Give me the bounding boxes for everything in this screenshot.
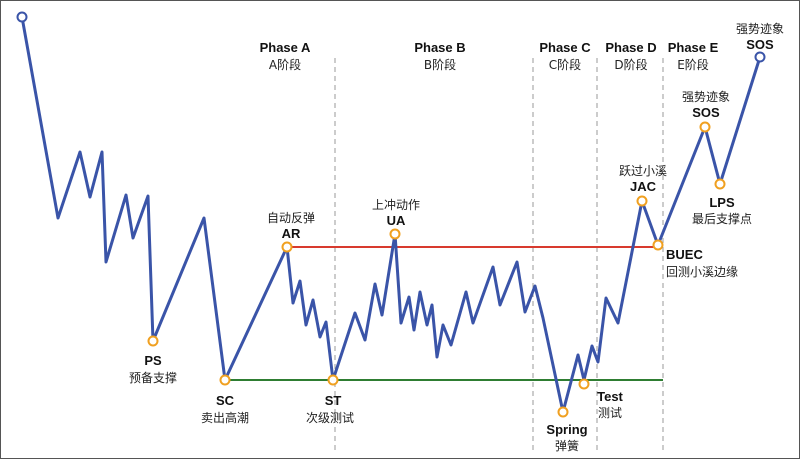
buec-marker [652, 239, 664, 251]
event-label-buec: BUEC 回测小溪边缘 [666, 247, 738, 279]
phase-subtitle: A阶段 [269, 57, 301, 72]
event-code: LPS [709, 195, 735, 210]
event-name: 预备支撑 [129, 370, 177, 385]
event-code: SC [216, 393, 235, 408]
ps-marker [147, 335, 159, 347]
phase-header-b: Phase B B阶段 [414, 40, 465, 72]
phase-header-d: Phase D D阶段 [605, 40, 656, 72]
event-code: Spring [546, 422, 587, 437]
event-name: 弹簧 [555, 438, 579, 453]
event-label-sos2: 强势迹象 SOS [736, 22, 784, 52]
phase-header-a: Phase A A阶段 [260, 40, 311, 72]
ua-marker [389, 228, 401, 240]
phase-title: Phase A [260, 40, 311, 55]
event-code: Test [597, 389, 623, 404]
event-label-jac: 跃过小溪 JAC [619, 164, 667, 194]
event-code: UA [387, 213, 406, 228]
phase-subtitle: B阶段 [424, 57, 456, 72]
event-code: SOS [746, 37, 774, 52]
price-line [20, 15, 762, 414]
event-name: 强势迹象 [736, 22, 784, 36]
phase-subtitle: E阶段 [677, 57, 709, 72]
ar-marker [281, 241, 293, 253]
event-code: SOS [692, 105, 720, 120]
event-name: 最后支撑点 [692, 211, 752, 226]
event-code: JAC [630, 179, 657, 194]
st-marker [327, 374, 339, 386]
event-label-ps: PS 预备支撑 [129, 353, 177, 385]
event-label-ar: 自动反弹 AR [267, 211, 315, 241]
spring-marker [557, 406, 569, 418]
event-label-st: ST 次级测试 [306, 393, 354, 425]
sc-marker [219, 374, 231, 386]
event-label-lps: LPS 最后支撑点 [692, 195, 752, 226]
event-label-spring: Spring 弹簧 [546, 422, 587, 453]
lps-marker [714, 178, 726, 190]
event-name: 测试 [598, 405, 622, 420]
event-name: 次级测试 [306, 410, 354, 425]
phase-title: Phase D [605, 40, 656, 55]
event-code: PS [144, 353, 162, 368]
event-label-test: Test 测试 [597, 389, 623, 420]
event-name: 自动反弹 [267, 211, 315, 225]
test-marker [578, 378, 590, 390]
phase-subtitle: D阶段 [614, 57, 647, 72]
event-code: ST [325, 393, 342, 408]
event-code: BUEC [666, 247, 703, 262]
event-markers [16, 11, 766, 418]
event-name: 卖出高潮 [201, 410, 249, 425]
event-label-ua: 上冲动作 UA [372, 197, 420, 228]
phase-header-c: Phase C C阶段 [539, 40, 591, 72]
event-name: 强势迹象 [682, 90, 730, 104]
event-name: 回测小溪边缘 [666, 265, 738, 279]
phase-title: Phase E [668, 40, 719, 55]
event-name: 上冲动作 [372, 197, 420, 212]
phase-subtitle: C阶段 [549, 57, 581, 72]
start-marker [16, 11, 28, 23]
jac-marker [636, 195, 648, 207]
phase-title: Phase B [414, 40, 465, 55]
phase-dividers [334, 58, 664, 452]
end-marker [754, 51, 766, 63]
event-code: AR [282, 226, 301, 241]
event-label-sos1: 强势迹象 SOS [682, 90, 730, 120]
phase-header-e: Phase E E阶段 [668, 40, 719, 72]
sos1-marker [699, 121, 711, 133]
phase-title: Phase C [539, 40, 591, 55]
event-label-sc: SC 卖出高潮 [201, 393, 249, 425]
event-name: 跃过小溪 [619, 164, 667, 178]
